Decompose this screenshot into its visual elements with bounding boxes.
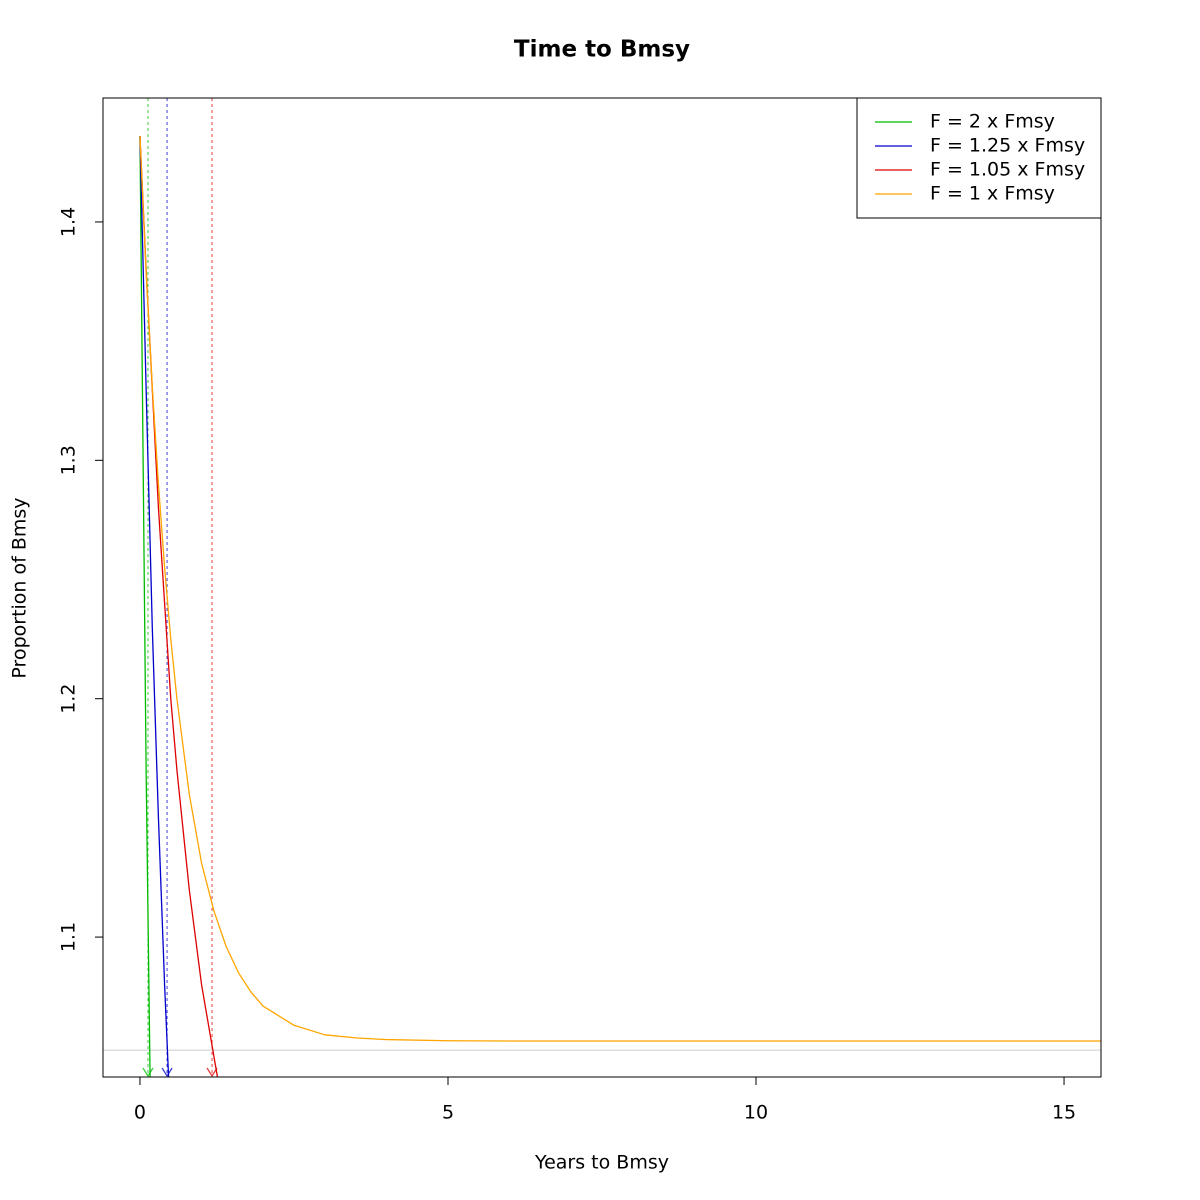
chart-title: Time to Bmsy xyxy=(514,37,690,63)
plot-area xyxy=(103,98,1101,1077)
y-tick-label: 1.2 xyxy=(58,684,80,714)
x-tick-label: 10 xyxy=(744,1102,768,1124)
series-line xyxy=(139,136,151,1077)
time-arrow xyxy=(161,1067,173,1077)
y-tick-label: 1.1 xyxy=(58,922,80,952)
legend-label: F = 1 x Fmsy xyxy=(930,183,1055,205)
time-marker xyxy=(142,98,154,1077)
y-axis-label: Proportion of Bmsy xyxy=(9,497,31,678)
x-tick-label: 0 xyxy=(134,1102,146,1124)
legend-label: F = 2 x Fmsy xyxy=(930,111,1055,133)
legend-label: F = 1.25 x Fmsy xyxy=(930,135,1085,157)
y-tick-label: 1.3 xyxy=(58,445,80,475)
legend-label: F = 1.05 x Fmsy xyxy=(930,159,1085,181)
plot-frame xyxy=(102,97,1102,1078)
x-tick-label: 15 xyxy=(1052,1102,1076,1124)
series-line xyxy=(139,136,1101,1042)
x-tick-label: 5 xyxy=(442,1102,454,1124)
y-tick-label: 1.4 xyxy=(58,207,80,237)
time-arrow xyxy=(206,1067,218,1077)
series-line xyxy=(139,136,170,1077)
time-marker xyxy=(161,98,173,1077)
legend-box xyxy=(856,97,1102,219)
time-arrow xyxy=(142,1067,154,1077)
x-axis-label: Years to Bmsy xyxy=(534,1152,669,1174)
time-marker xyxy=(206,98,218,1077)
